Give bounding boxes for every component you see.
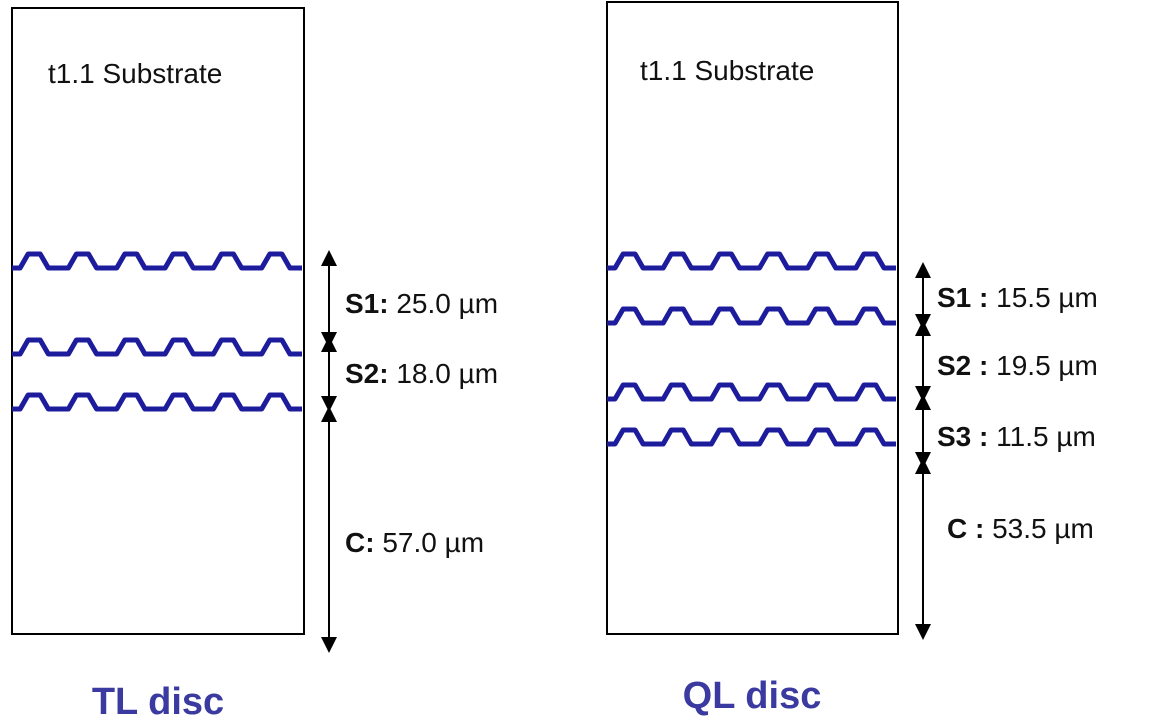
ql-s3-key: S3 : bbox=[937, 421, 988, 452]
tl-s1-label: S1: 25.0 µm bbox=[345, 288, 498, 319]
ql-disc-title: QL disc bbox=[683, 675, 822, 717]
ql-s2-label: S2 : 19.5 µm bbox=[937, 350, 1098, 381]
tl-s2-label: S2: 18.0 µm bbox=[345, 358, 498, 389]
ql-s1-value: 15.5 µm bbox=[988, 282, 1098, 313]
tl-substrate-label: t1.1 Substrate bbox=[48, 58, 222, 89]
ql-recording-layer-2 bbox=[607, 306, 896, 326]
ql-c-key: C : bbox=[947, 513, 984, 544]
ql-substrate-label: t1.1 Substrate bbox=[640, 55, 814, 86]
ql-s3-value: 11.5 µm bbox=[988, 421, 1095, 452]
ql-s2-key: S2 : bbox=[937, 350, 988, 381]
ql-s3-label: S3 : 11.5 µm bbox=[937, 421, 1096, 452]
tl-recording-layer-1 bbox=[12, 251, 302, 271]
ql-disc: t1.1 Substrate S1 : 15.5 µm S2 : 19.5 µm… bbox=[606, 1, 1098, 717]
tl-disc: t1.1 Substrate S1: 25.0 µm S2: 18.0 µm C… bbox=[11, 7, 498, 723]
ql-disc-substrate-box bbox=[606, 1, 899, 635]
ql-s1-key: S1 : bbox=[937, 282, 988, 313]
tl-recording-layer-2 bbox=[12, 337, 302, 357]
ql-recording-layer-1 bbox=[607, 251, 896, 271]
tl-c-value: 57.0 µm bbox=[375, 527, 485, 558]
tl-recording-layer-3 bbox=[12, 392, 302, 412]
tl-disc-title: TL disc bbox=[92, 681, 224, 723]
tl-s1-key: S1: bbox=[345, 288, 389, 319]
tl-disc-substrate-box bbox=[11, 7, 305, 635]
ql-recording-layer-3 bbox=[607, 382, 896, 402]
tl-s2-value: 18.0 µm bbox=[389, 358, 499, 389]
tl-s1-value: 25.0 µm bbox=[389, 288, 499, 319]
ql-c-value: 53.5 µm bbox=[984, 513, 1094, 544]
ql-recording-layer-4 bbox=[607, 427, 896, 447]
ql-s2-value: 19.5 µm bbox=[988, 350, 1098, 381]
ql-c-label: C : 53.5 µm bbox=[947, 513, 1094, 544]
ql-s1-label: S1 : 15.5 µm bbox=[937, 282, 1098, 313]
tl-s2-key: S2: bbox=[345, 358, 389, 389]
tl-c-label: C: 57.0 µm bbox=[345, 527, 484, 558]
tl-c-key: C: bbox=[345, 527, 375, 558]
